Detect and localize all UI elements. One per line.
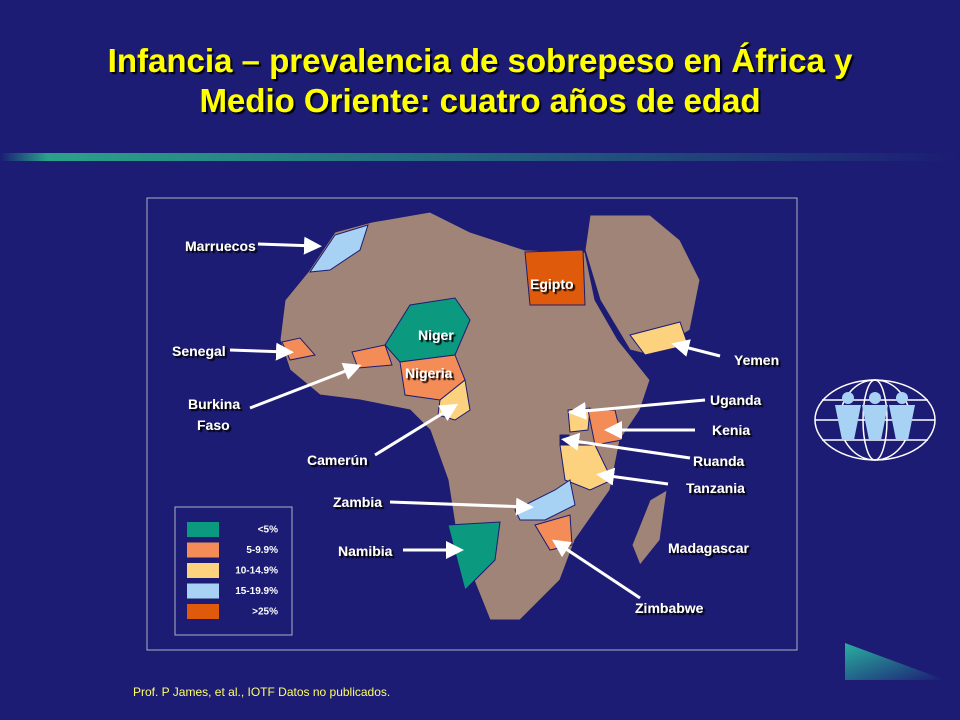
legend-swatch [187, 563, 219, 578]
legend-swatch [187, 604, 219, 619]
legend-swatch [187, 542, 219, 558]
country-label: Zambia [333, 494, 382, 510]
map [279, 211, 701, 621]
source: Prof. P James, et al., IOTF Datos no pub… [133, 685, 390, 699]
country-label: Ruanda [693, 453, 745, 469]
country-label: Uganda [710, 392, 762, 408]
legend-label: 15-19.9% [235, 586, 278, 597]
title: Infancia – prevalencia de sobrepeso en Á… [108, 42, 853, 119]
legend-swatch [187, 583, 219, 599]
country-label: Camerún [307, 452, 368, 468]
country-label: Faso [197, 417, 230, 433]
logo [814, 379, 936, 461]
corner-decoration [845, 643, 945, 680]
country-label: Nigeria [405, 365, 453, 381]
country-label: Marruecos [185, 238, 256, 254]
country-label: Namibia [338, 543, 393, 559]
legend-label: <5% [258, 525, 278, 536]
country-label: Madagascar [668, 540, 749, 556]
country-label: Niger [418, 327, 454, 343]
country-label: Kenia [712, 422, 750, 438]
legend-swatch [187, 522, 219, 537]
country-label: Senegal [172, 343, 226, 359]
country-label: Burkina [188, 396, 240, 412]
title-line: Medio Oriente: cuatro años de edad [199, 82, 760, 119]
divider [0, 153, 960, 161]
legend-label: 10-14.9% [235, 566, 278, 577]
arrows [229, 236, 721, 600]
map-labels: Marruecos Egipto Niger Nigeria Senegal B… [172, 238, 779, 616]
title-line: Infancia – prevalencia de sobrepeso en Á… [108, 42, 853, 79]
legend-label: >25% [252, 607, 278, 618]
legend-frame [174, 506, 293, 636]
country-label: Tanzania [686, 480, 745, 496]
legend: <5% 5-9.9% 10-14.9% 15-19.9% >25% [187, 522, 278, 619]
country-label: Zimbabwe [635, 600, 704, 616]
country-label: Yemen [734, 352, 779, 368]
legend-label: 5-9.9% [246, 545, 278, 556]
country-label: Egipto [530, 276, 574, 292]
